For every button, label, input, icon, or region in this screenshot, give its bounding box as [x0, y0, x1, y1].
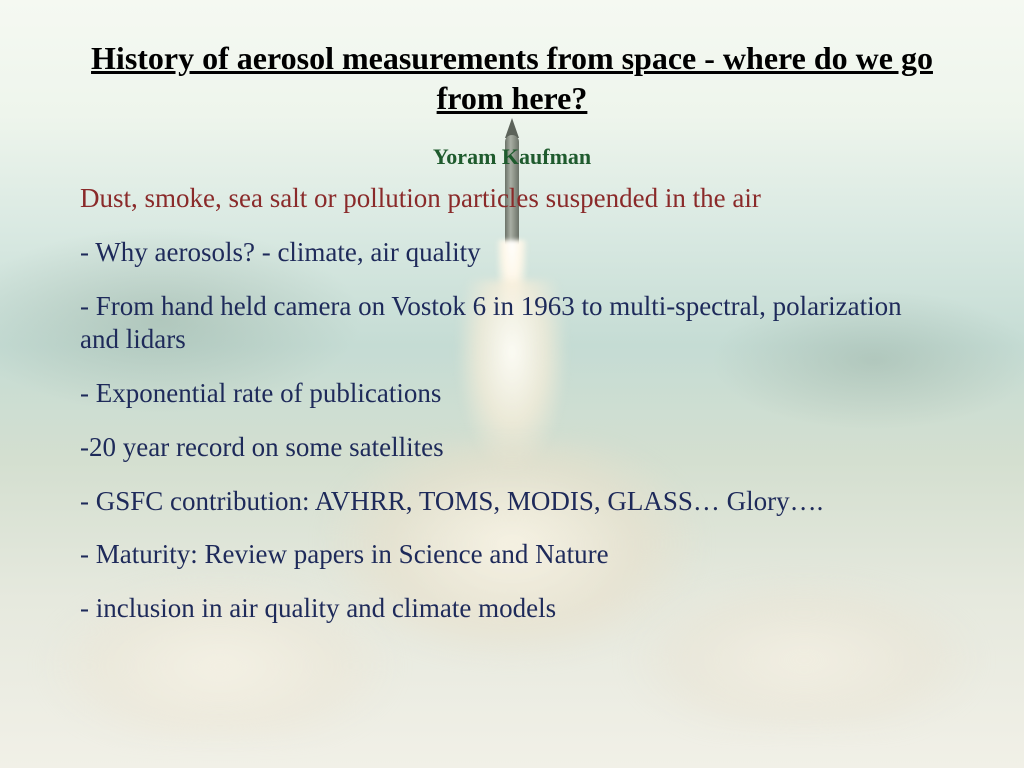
bullet-item: -20 year record on some satellites [80, 431, 944, 465]
slide-author: Yoram Kaufman [80, 144, 944, 170]
slide-subtitle: Dust, smoke, sea salt or pollution parti… [80, 182, 944, 216]
bullet-item: - Exponential rate of publications [80, 377, 944, 411]
bullet-item: - Maturity: Review papers in Science and… [80, 538, 944, 572]
slide-content: History of aerosol measurements from spa… [0, 0, 1024, 626]
bullet-item: - From hand held camera on Vostok 6 in 1… [80, 290, 944, 358]
bullet-item: - Why aerosols? - climate, air quality [80, 236, 944, 270]
bullet-item: - GSFC contribution: AVHRR, TOMS, MODIS,… [80, 485, 944, 519]
bullet-list: - Why aerosols? - climate, air quality -… [80, 236, 944, 626]
slide-title: History of aerosol measurements from spa… [80, 38, 944, 118]
bullet-item: - inclusion in air quality and climate m… [80, 592, 944, 626]
